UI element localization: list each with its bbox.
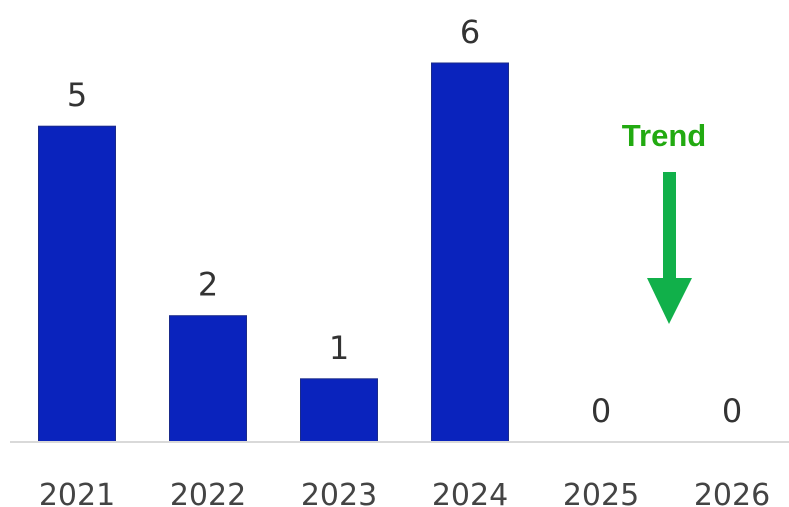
value-labels-layer: 5 2 1 6 0 0 [67, 13, 742, 430]
trend-arrow-shaft [663, 172, 676, 278]
data-label-2025: 0 [591, 392, 611, 430]
bar-2021 [38, 125, 116, 443]
trend-annotation: Trend [622, 118, 706, 324]
x-tick-label-2026: 2026 [694, 478, 770, 507]
x-tick-label-2023: 2023 [301, 478, 377, 507]
data-label-2026: 0 [722, 392, 742, 430]
trend-label: Trend [622, 118, 706, 153]
x-tick-label-2025: 2025 [563, 478, 639, 507]
x-tick-label-2024: 2024 [432, 478, 508, 507]
x-axis-tick-labels: 2021 2022 2023 2024 2025 2026 [39, 478, 770, 507]
data-label-2023: 1 [329, 329, 349, 367]
arrow-down-icon [647, 172, 692, 324]
data-label-2024: 6 [460, 13, 480, 51]
data-label-2022: 2 [198, 266, 218, 304]
trend-arrow-head [647, 278, 692, 324]
bar-2024 [431, 62, 509, 443]
x-tick-label-2021: 2021 [39, 478, 115, 507]
bar-2023 [300, 378, 378, 443]
data-label-2021: 5 [67, 76, 87, 114]
x-tick-label-2022: 2022 [170, 478, 246, 507]
bars-layer [38, 62, 509, 443]
bar-2022 [169, 315, 247, 443]
